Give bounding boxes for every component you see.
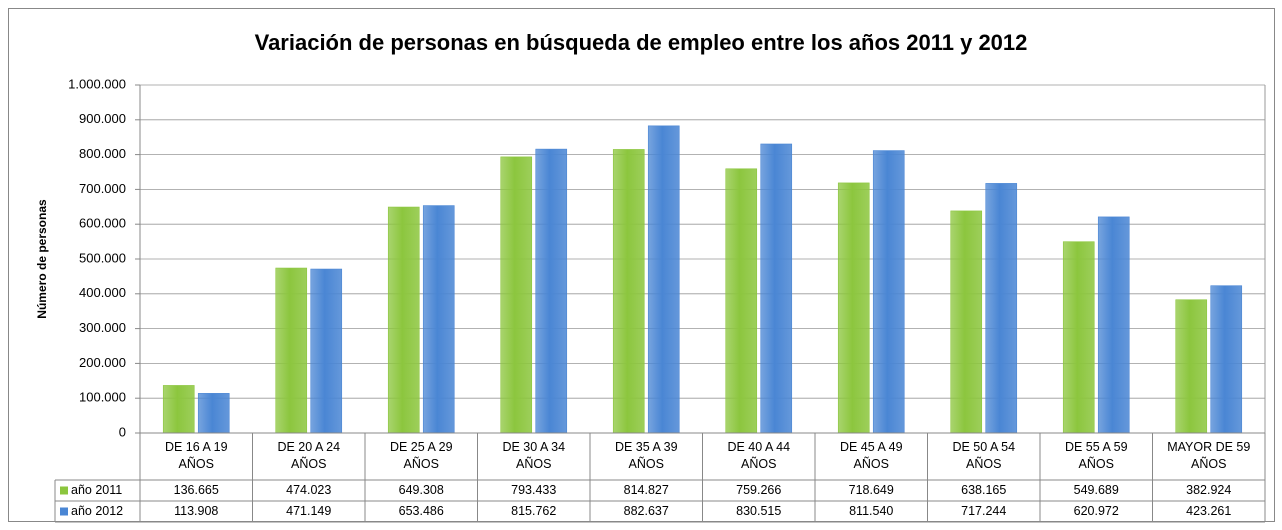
legend-key <box>60 507 68 516</box>
x-tick-label: DE 25 A 29 AÑOS <box>389 440 453 471</box>
y-tick-label: 600.000 <box>79 216 126 231</box>
data-label: 793.433 <box>511 483 556 497</box>
bar <box>535 148 568 434</box>
bar <box>422 205 455 434</box>
bar <box>985 183 1018 434</box>
y-tick-label: 500.000 <box>79 250 126 265</box>
data-label: 717.244 <box>961 504 1006 518</box>
bar <box>387 206 420 434</box>
x-tick-label: DE 16 A 19 AÑOS <box>164 440 228 471</box>
bar <box>760 143 793 434</box>
bar <box>950 210 983 434</box>
data-label: 814.827 <box>624 483 669 497</box>
x-tick-label: DE 55 A 59 AÑOS <box>1064 440 1128 471</box>
data-label: 653.486 <box>399 504 444 518</box>
data-label: 382.924 <box>1186 483 1231 497</box>
data-label: 638.165 <box>961 483 1006 497</box>
bar <box>872 150 905 434</box>
y-axis-label: Número de personas <box>35 199 49 319</box>
y-tick-label: 400.000 <box>79 285 126 300</box>
legend-label: año 2011 <box>71 483 122 497</box>
data-label: 718.649 <box>849 483 894 497</box>
bar <box>310 268 343 434</box>
data-label: 649.308 <box>399 483 444 497</box>
data-label: 136.665 <box>174 483 219 497</box>
data-label: 811.540 <box>849 504 893 518</box>
y-tick-label: 1.000.000 <box>68 76 126 91</box>
data-label: 815.762 <box>511 504 556 518</box>
data-label: 549.689 <box>1074 483 1119 497</box>
data-label: 113.908 <box>174 504 218 518</box>
bar <box>1062 241 1095 434</box>
bar <box>647 125 680 434</box>
bar <box>162 385 195 434</box>
data-label: 423.261 <box>1186 504 1231 518</box>
legend-key <box>60 486 68 495</box>
x-tick-label: DE 40 A 44 AÑOS <box>727 440 791 471</box>
y-tick-label: 100.000 <box>79 390 126 405</box>
data-label: 882.637 <box>624 504 669 518</box>
bar <box>612 149 645 434</box>
legend-label: año 2012 <box>71 504 123 518</box>
bar <box>725 168 758 434</box>
x-tick-label: DE 30 A 34 AÑOS <box>502 440 566 471</box>
chart-title: Variación de personas en búsqueda de emp… <box>255 30 1028 55</box>
data-label: 620.972 <box>1074 504 1119 518</box>
bar <box>1210 285 1243 434</box>
y-tick-label: 0 <box>119 424 126 439</box>
data-label: 759.266 <box>736 483 781 497</box>
y-tick-label: 300.000 <box>79 320 126 335</box>
y-tick-label: 800.000 <box>79 146 126 161</box>
x-tick-label: DE 50 A 54 AÑOS <box>952 440 1016 471</box>
bar <box>837 182 870 434</box>
y-tick-label: 200.000 <box>79 355 126 370</box>
data-label: 471.149 <box>286 504 331 518</box>
x-tick-label: DE 45 A 49 AÑOS <box>839 440 903 471</box>
x-tick-label: MAYOR DE 59 AÑOS <box>1167 440 1251 471</box>
x-tick-label: DE 35 A 39 AÑOS <box>614 440 678 471</box>
data-label: 830.515 <box>736 504 781 518</box>
data-label: 474.023 <box>286 483 331 497</box>
bar <box>275 267 308 434</box>
bar <box>1097 216 1130 434</box>
bar <box>1175 299 1208 434</box>
bar <box>197 393 230 434</box>
bar <box>500 156 533 434</box>
y-tick-label: 900.000 <box>79 111 126 126</box>
x-tick-label: DE 20 A 24 AÑOS <box>277 440 341 471</box>
y-tick-label: 700.000 <box>79 181 126 196</box>
